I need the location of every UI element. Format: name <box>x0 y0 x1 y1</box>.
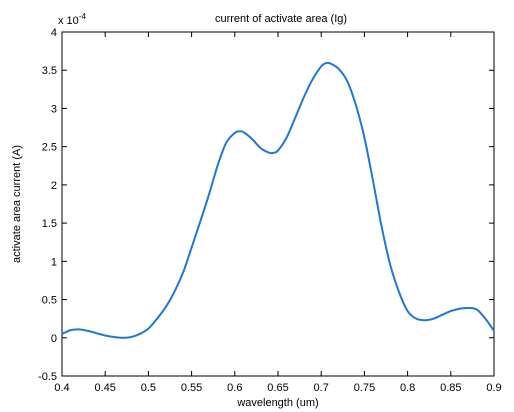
x-tick-label: 0.65 <box>267 382 288 394</box>
y-tick-label: 1.5 <box>42 218 57 230</box>
x-tick-label: 0.75 <box>354 382 375 394</box>
y-tick-label: 0.5 <box>42 295 57 307</box>
x-axis-label: wavelength (um) <box>236 397 318 409</box>
chart-title: current of activate area (Ig) <box>215 13 347 25</box>
y-tick-label: 3.5 <box>42 65 57 77</box>
x-tick-label: 0.5 <box>141 382 156 394</box>
x-tick-label: 0.45 <box>94 382 115 394</box>
y-tick-label: 4 <box>51 27 57 39</box>
y-multiplier-exp: -4 <box>79 12 87 21</box>
series-line <box>61 61 495 339</box>
y-axis-ticks: -0.5 0 0.5 1 1.5 2 2.5 3 3.5 4 <box>38 27 494 383</box>
y-tick-label: 2 <box>51 180 57 192</box>
y-tick-label: 1 <box>51 256 57 268</box>
x-tick-label: 0.4 <box>54 382 69 394</box>
x-tick-label: 0.7 <box>314 382 329 394</box>
x-tick-label: 0.9 <box>486 382 501 394</box>
x-tick-label: 0.55 <box>181 382 202 394</box>
y-multiplier-base: x 10 <box>58 15 79 27</box>
y-axis-label: activate area current (A) <box>11 145 23 263</box>
x-axis-ticks: 0.4 0.45 0.5 0.55 0.6 0.65 0.7 0.75 0.8 0.85 0.9 <box>54 32 502 394</box>
y-multiplier: x 10-4 <box>58 12 86 27</box>
plot-frame <box>61 31 495 377</box>
y-tick-label: -0.5 <box>38 371 57 383</box>
x-tick-label: 0.6 <box>227 382 242 394</box>
y-tick-label: 3 <box>51 103 57 115</box>
x-tick-label: 0.85 <box>440 382 461 394</box>
y-tick-label: 2.5 <box>42 142 57 154</box>
x-tick-label: 0.8 <box>400 382 415 394</box>
y-tick-label: 0 <box>51 333 57 345</box>
